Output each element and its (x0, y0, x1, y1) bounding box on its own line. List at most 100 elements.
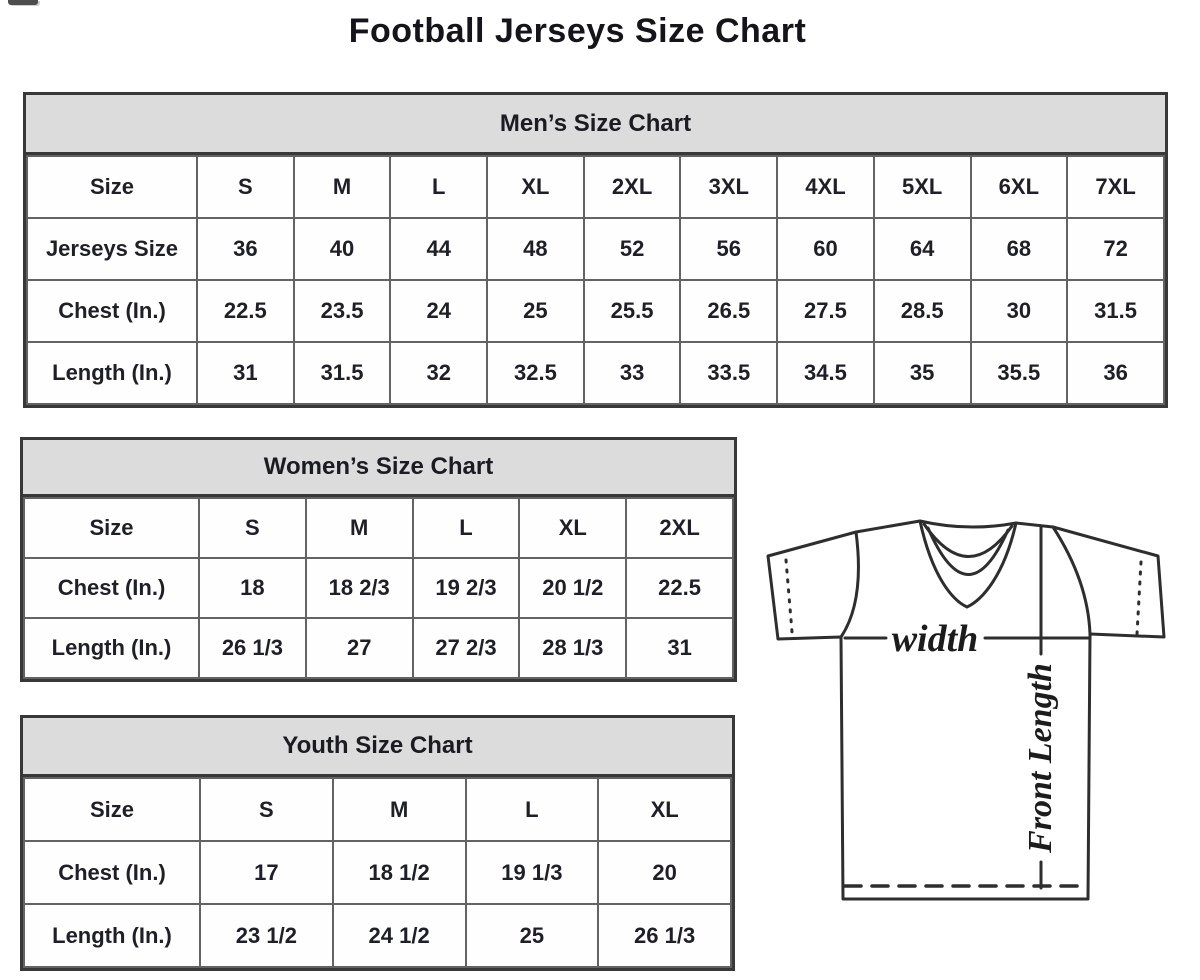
table-row: Size S M L XL 2XL 3XL 4XL 5XL 6XL 7XL (26, 155, 1165, 219)
youth-size-chart: Youth Size Chart Size S M L XL Chest (In.) 17 1… (20, 715, 735, 971)
value-cell: 28 1/3 (518, 617, 628, 679)
value-cell: 26 1/3 (597, 903, 732, 968)
value-cell: 32.5 (486, 341, 585, 405)
value-cell: 20 1/2 (518, 557, 628, 619)
value-cell: 31.5 (1066, 279, 1165, 343)
value-cell: 35.5 (969, 341, 1069, 405)
value-cell: 17 (199, 840, 334, 905)
value-cell: 22.5 (196, 279, 295, 343)
value-cell: 60 (776, 217, 875, 281)
value-cell: L (464, 777, 600, 842)
value-cell: 72 (1066, 217, 1165, 281)
value-cell: 26.5 (679, 279, 779, 343)
value-cell: M (304, 497, 414, 559)
jersey-left-armhole-seam (839, 530, 860, 639)
mens-chart-title: Men’s Size Chart (26, 95, 1165, 155)
womens-size-chart: Women’s Size Chart Size S M L XL 2XL Chest (In… (20, 437, 737, 682)
value-cell: XL (518, 497, 628, 559)
youth-chart-table: Size S M L XL Chest (In.) 17 18 1/2 19 1/3 20 Leng… (23, 777, 732, 968)
value-cell: 48 (486, 217, 585, 281)
value-cell: XL (597, 777, 732, 842)
row-label-cell: Jerseys Size (26, 217, 198, 281)
value-cell: 25 (486, 279, 585, 343)
table-row: Size S M L XL (23, 777, 732, 842)
width-label: width (892, 618, 979, 660)
value-cell: 2XL (582, 155, 682, 219)
value-cell: 18 (198, 557, 307, 619)
corner-artifact (8, 0, 38, 5)
value-cell: 32 (389, 341, 489, 405)
value-cell: 2XL (625, 497, 734, 559)
value-cell: 27 (304, 617, 414, 679)
value-cell: 5XL (872, 155, 972, 219)
value-cell: 7XL (1066, 155, 1165, 219)
value-cell: 18 2/3 (304, 557, 414, 619)
value-cell: 31 (625, 617, 734, 679)
value-cell: 27 2/3 (411, 617, 521, 679)
table-row: Size S M L XL 2XL (23, 497, 734, 559)
value-cell: 36 (1066, 341, 1165, 405)
jersey-collar-vneck (918, 519, 1018, 609)
value-cell: S (196, 155, 295, 219)
jersey-collar-inner-arc (922, 522, 1014, 558)
row-label-cell: Chest (In.) (26, 279, 198, 343)
jersey-right-armhole-seam (1051, 525, 1092, 636)
value-cell: 20 (597, 840, 732, 905)
value-cell: 18 1/2 (331, 840, 467, 905)
value-cell: 33.5 (679, 341, 779, 405)
value-cell: M (331, 777, 467, 842)
value-cell: 19 1/3 (464, 840, 600, 905)
value-cell: 35 (872, 341, 972, 405)
value-cell: 25.5 (582, 279, 682, 343)
value-cell: S (198, 497, 307, 559)
value-cell: 34.5 (776, 341, 875, 405)
page-title: Football Jerseys Size Chart (348, 12, 807, 50)
value-cell: 22.5 (625, 557, 734, 619)
mens-size-chart: Men’s Size Chart Size S M L XL 2XL 3XL 4XL 5XL 6X… (23, 92, 1168, 408)
value-cell: 52 (582, 217, 682, 281)
value-cell: L (411, 497, 521, 559)
table-row: Length (In.) 23 1/2 24 1/2 25 26 1/3 (23, 903, 732, 968)
value-cell: M (292, 155, 392, 219)
row-label-cell: Size (23, 777, 201, 842)
row-label-cell: Length (In.) (23, 617, 200, 679)
row-label-cell: Size (26, 155, 198, 219)
value-cell: 56 (679, 217, 779, 281)
value-cell: 33 (582, 341, 682, 405)
value-cell: 3XL (679, 155, 779, 219)
value-cell: 26 1/3 (198, 617, 307, 679)
value-cell: 24 (389, 279, 489, 343)
jersey-collar-middle-arc (926, 526, 1010, 576)
value-cell: 30 (969, 279, 1069, 343)
value-cell: 23.5 (292, 279, 392, 343)
value-cell: 44 (389, 217, 489, 281)
row-label-cell: Chest (In.) (23, 840, 201, 905)
table-row: Length (In.) 31 31.5 32 32.5 33 33.5 34.5 35 35.5… (26, 341, 1165, 405)
value-cell: 64 (872, 217, 972, 281)
jersey-measurement-diagram: width Front Length (758, 496, 1198, 954)
table-row: Jerseys Size 36 40 44 48 52 56 60 64 68 72 (26, 217, 1165, 281)
right-cuff-stitch-dashes (1135, 560, 1143, 636)
jersey-outline (766, 519, 1166, 901)
value-cell: 31 (196, 341, 295, 405)
front-length-label: Front Length (1022, 663, 1059, 854)
value-cell: 25 (464, 903, 600, 968)
mens-chart-table: Size S M L XL 2XL 3XL 4XL 5XL 6XL 7XL Jerseys Size 3… (26, 155, 1165, 405)
row-label-cell: Length (In.) (23, 903, 201, 968)
womens-chart-table: Size S M L XL 2XL Chest (In.) 18 18 2/3 19 2/3 20 … (23, 497, 734, 679)
value-cell: XL (486, 155, 585, 219)
row-label-cell: Size (23, 497, 200, 559)
value-cell: 19 2/3 (411, 557, 521, 619)
value-cell: 36 (196, 217, 295, 281)
value-cell: 31.5 (292, 341, 392, 405)
table-row: Chest (In.) 17 18 1/2 19 1/3 20 (23, 840, 732, 905)
value-cell: 68 (969, 217, 1069, 281)
jersey-diagram-svg: width Front Length (766, 519, 1166, 901)
table-row: Chest (In.) 18 18 2/3 19 2/3 20 1/2 22.5 (23, 557, 734, 619)
value-cell: S (199, 777, 334, 842)
value-cell: 6XL (969, 155, 1069, 219)
table-row: Length (In.) 26 1/3 27 27 2/3 28 1/3 31 (23, 617, 734, 679)
value-cell: 24 1/2 (331, 903, 467, 968)
value-cell: 28.5 (872, 279, 972, 343)
